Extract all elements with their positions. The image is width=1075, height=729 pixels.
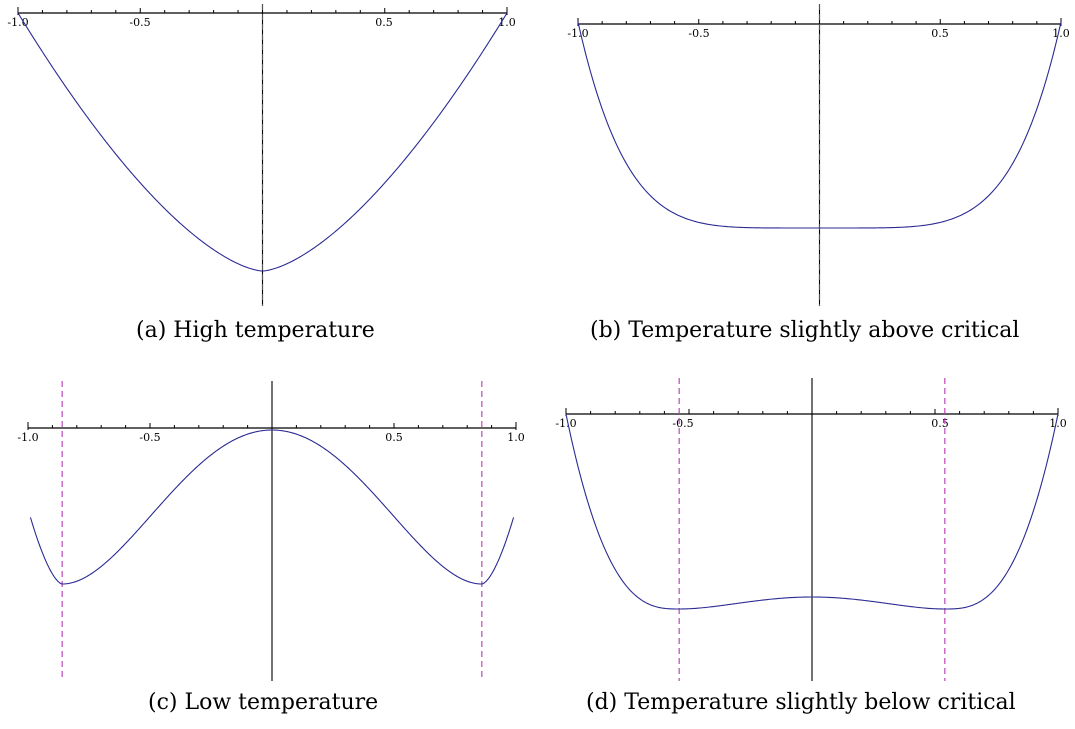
panel-a: -1.0 -0.5 0.5 1.0 [7, 4, 516, 306]
panel-b: -1.0 -0.5 0.5 1.0 [567, 4, 1070, 306]
x-tick-label-c: 1.0 [507, 431, 525, 444]
x-tick-label-a: -0.5 [129, 16, 150, 29]
free-energy-curve-b [577, 21, 1062, 229]
caption-c: (c) Low temperature [148, 690, 379, 715]
x-tick-label-b: -1.0 [567, 27, 588, 40]
free-energy-curve-d [565, 413, 1059, 610]
panel-d: -1.0 -0.5 0.5 1.0 [555, 378, 1067, 681]
caption-a: (a) High temperature [136, 318, 375, 343]
x-tick-label-b: -0.5 [688, 27, 709, 40]
x-tick-label-d: -0.5 [672, 417, 693, 430]
x-tick-label-a: -1.0 [7, 16, 28, 29]
free-energy-curve-a [17, 12, 508, 272]
x-tick-label-d: -1.0 [555, 417, 576, 430]
x-tick-label-d: 1.0 [1049, 417, 1067, 430]
x-tick-label-c: -1.0 [17, 431, 38, 444]
x-tick-label-b: 1.0 [1052, 27, 1070, 40]
caption-b: (b) Temperature slightly above critical [590, 318, 1020, 343]
x-tick-label-d: 0.5 [931, 417, 949, 430]
x-tick-label-c: -0.5 [139, 431, 160, 444]
caption-d: (d) Temperature slightly below critical [586, 690, 1016, 715]
panel-c: -1.0 -0.5 0.5 1.0 [17, 381, 525, 681]
x-tick-label-a: 0.5 [375, 16, 393, 29]
free-energy-curve-c [29, 429, 515, 585]
x-tick-label-b: 0.5 [931, 27, 949, 40]
x-tick-label-c: 0.5 [385, 431, 403, 444]
